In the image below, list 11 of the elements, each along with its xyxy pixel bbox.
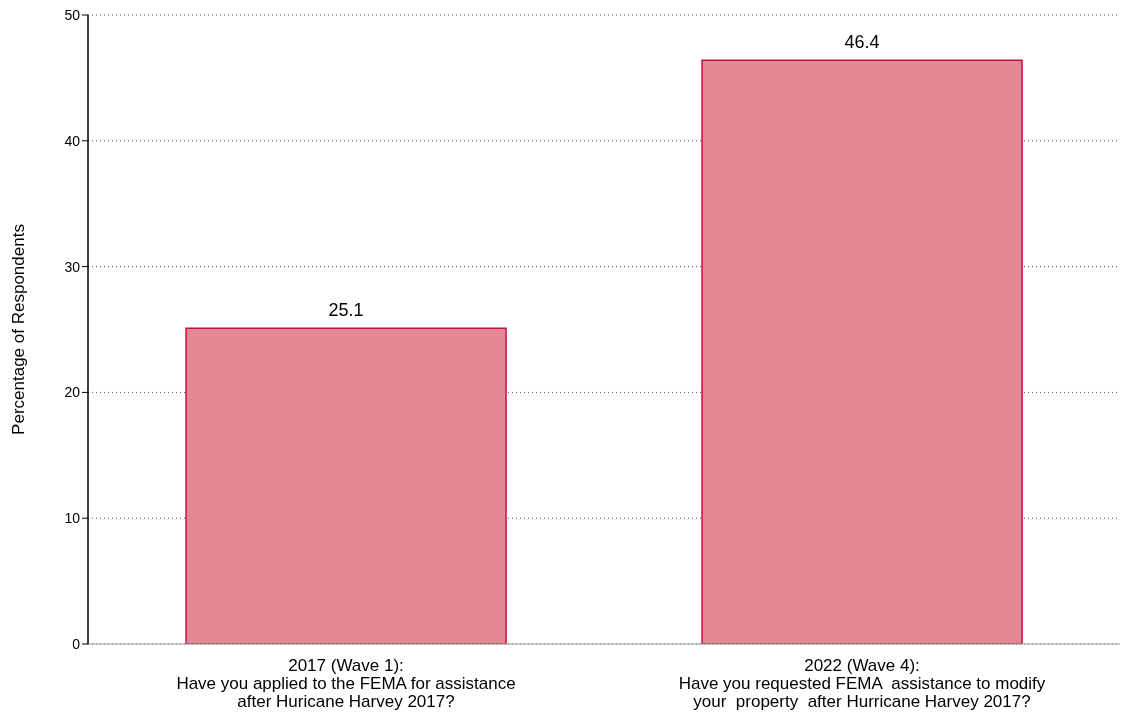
y-tick-label: 50 <box>64 6 81 23</box>
y-tick-label: 10 <box>64 510 81 527</box>
data-label: 46.4 <box>844 32 880 53</box>
x-tick-label: 2017 (Wave 1): Have you applied to the FEMA for assistance after Huricane Harvey 2017? <box>176 656 516 711</box>
data-label: 25.1 <box>328 300 364 321</box>
y-axis-title: Percentage of Respondents <box>9 224 29 435</box>
y-tick-label: 0 <box>72 635 81 652</box>
y-tick-label: 20 <box>64 384 81 401</box>
x-tick-label: 2022 (Wave 4): Have you requested FEMA assistance to modify your property after Hurricane Harvey 2017? <box>678 656 1046 711</box>
y-tick-label: 40 <box>64 132 81 149</box>
y-tick-label: 30 <box>64 258 81 275</box>
